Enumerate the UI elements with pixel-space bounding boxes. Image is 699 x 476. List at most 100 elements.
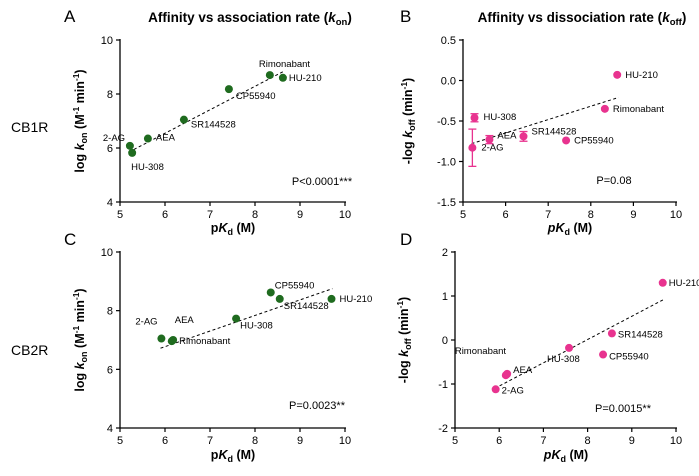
point-cp55940-d xyxy=(599,350,608,359)
point-sr144528-b xyxy=(519,132,528,141)
panel-letter-c: C xyxy=(64,230,76,249)
y-tick-label-b: -1.0 xyxy=(437,157,456,169)
point-label-2-ag-c: 2-AG xyxy=(135,317,157,328)
point-hu-210-b xyxy=(613,70,622,79)
y-axis-label-a: log kon (M-1 min-1) xyxy=(71,69,89,172)
point-label-sr144528-d: SR144528 xyxy=(618,329,663,340)
point-label-sr144528-a: SR144528 xyxy=(191,120,236,131)
x-tick-label-b: 8 xyxy=(588,209,594,221)
point-hu-308-d xyxy=(565,343,574,352)
panel-d: D 5 6 7 8 9 10 -2 -1 0 1 2 pKd (M) -log koff (min-1) 2… xyxy=(395,230,699,464)
point-label-hu-308-c: HU-308 xyxy=(240,321,273,332)
x-tick-label-b: 7 xyxy=(545,209,551,221)
x-tick-label-b: 9 xyxy=(630,209,636,221)
y-tick-label-b: -1.5 xyxy=(437,197,456,209)
point-label-2-ag-d: 2-AG xyxy=(502,385,524,396)
x-tick-label-a: 10 xyxy=(339,209,351,221)
point-label-aea-a: AEA xyxy=(156,133,176,144)
y-tick-label-d: 1 xyxy=(442,291,448,303)
point-sr144528-c xyxy=(275,294,284,303)
point-cp55940-c xyxy=(266,288,275,297)
x-tick-label-c: 9 xyxy=(297,435,303,447)
y-axis-label-c: log kon (M-1 min-1) xyxy=(71,288,89,391)
point-label-hu-308-b: HU-308 xyxy=(484,112,517,123)
trend-line-a xyxy=(128,70,285,153)
y-tick-label-d: -1 xyxy=(438,379,448,391)
trend-line-d xyxy=(494,299,664,389)
x-tick-label-b: 6 xyxy=(503,209,509,221)
point-rimonabant-b xyxy=(600,104,609,113)
point-hu-210-a xyxy=(278,73,287,82)
point-label-hu-308-d: HU-308 xyxy=(547,354,580,365)
y-tick-label-a: 6 xyxy=(107,143,113,155)
point-label-aea-b: AEA xyxy=(497,131,517,142)
point-label-cp55940-a: CP55940 xyxy=(236,91,276,102)
point-rimonabant-c xyxy=(169,336,178,344)
point-aea-b xyxy=(485,135,494,144)
p-value-d: P=0.0015** xyxy=(595,403,652,415)
point-label-sr144528-c: SR144528 xyxy=(284,301,329,312)
point-label-aea-d: AEA xyxy=(513,365,533,376)
y-axis-label-d: -log koff (min-1) xyxy=(395,297,413,383)
point-aea-d xyxy=(503,369,512,378)
y-tick-label-a: 4 xyxy=(107,197,113,209)
point-hu-210-c xyxy=(327,294,336,303)
panel-c: C 5 6 7 8 9 10 4 6 8 10 pKd (M) log kon (M-1 min-1) 2… xyxy=(64,230,372,464)
x-tick-label-d: 7 xyxy=(540,435,546,447)
panel-letter-d: D xyxy=(400,230,412,249)
point-hu-210-d xyxy=(658,278,667,287)
point-label-sr144528-b: SR144528 xyxy=(531,126,576,137)
x-tick-label-b: 5 xyxy=(460,209,466,221)
y-tick-label-d: 2 xyxy=(442,247,448,259)
point-label-hu-210-c: HU-210 xyxy=(340,294,373,305)
p-value-b: P=0.08 xyxy=(596,175,631,187)
x-tick-label-c: 8 xyxy=(252,435,258,447)
p-value-c: P=0.0023** xyxy=(289,400,346,412)
trend-line-b xyxy=(471,97,619,145)
panel-title-a: Affinity vs association rate (kon) xyxy=(148,10,352,28)
x-tick-label-d: 5 xyxy=(452,435,458,447)
point-label-2-ag-b: 2-AG xyxy=(481,143,503,154)
point-aea-a xyxy=(143,134,152,143)
point-label-rimonabant-c: Rimonabant xyxy=(179,336,231,347)
p-value-a: P<0.0001*** xyxy=(292,176,353,188)
panel-title-b: Affinity vs dissociation rate (koff) xyxy=(478,10,687,28)
point-label-2-ag-a: 2-AG xyxy=(103,133,125,144)
y-tick-label-c: 8 xyxy=(107,306,113,318)
x-tick-label-a: 6 xyxy=(162,209,168,221)
x-tick-label-d: 9 xyxy=(629,435,635,447)
x-tick-label-c: 6 xyxy=(162,435,168,447)
x-tick-label-c: 7 xyxy=(207,435,213,447)
x-tick-label-b: 10 xyxy=(670,209,682,221)
x-tick-label-d: 6 xyxy=(496,435,502,447)
point-hu-308-c xyxy=(232,314,241,323)
x-tick-label-d: 10 xyxy=(670,435,682,447)
point-hu-308-a xyxy=(128,148,137,157)
point-2-ag-a xyxy=(125,141,134,150)
panel-letter-b: B xyxy=(400,7,411,26)
y-tick-label-c: 4 xyxy=(107,423,113,435)
x-tick-label-a: 9 xyxy=(297,209,303,221)
panel-a: A Affinity vs association rate (kon) 5 6 7 8 9… xyxy=(64,7,353,237)
y-tick-label-d: 0 xyxy=(442,335,448,347)
y-tick-label-d: -2 xyxy=(438,423,448,435)
point-label-hu-308-a: HU-308 xyxy=(131,162,164,173)
point-2-ag-c xyxy=(157,334,166,343)
panel-letter-a: A xyxy=(64,7,76,26)
trend-line-c xyxy=(160,288,333,349)
point-label-hu-210-b: HU-210 xyxy=(625,70,658,81)
x-axis-label-d: pKd (M) xyxy=(543,448,588,464)
point-cp55940-b xyxy=(562,136,571,145)
point-2-ag-b xyxy=(468,143,477,152)
y-tick-label-c: 6 xyxy=(107,364,113,376)
point-hu-308-b xyxy=(470,113,479,122)
point-label-rimonabant-b: Rimonabant xyxy=(613,104,665,115)
x-axis-label-b: pKd (M) xyxy=(547,221,592,237)
point-sr144528-a xyxy=(179,115,188,124)
y-tick-label-a: 10 xyxy=(101,35,113,47)
y-tick-label-b: 0.0 xyxy=(441,76,456,88)
x-axis-label-a: pKd (M) xyxy=(211,221,255,237)
y-tick-label-b: -0.5 xyxy=(437,116,456,128)
row-label-cb1r: CB1R xyxy=(11,119,48,135)
